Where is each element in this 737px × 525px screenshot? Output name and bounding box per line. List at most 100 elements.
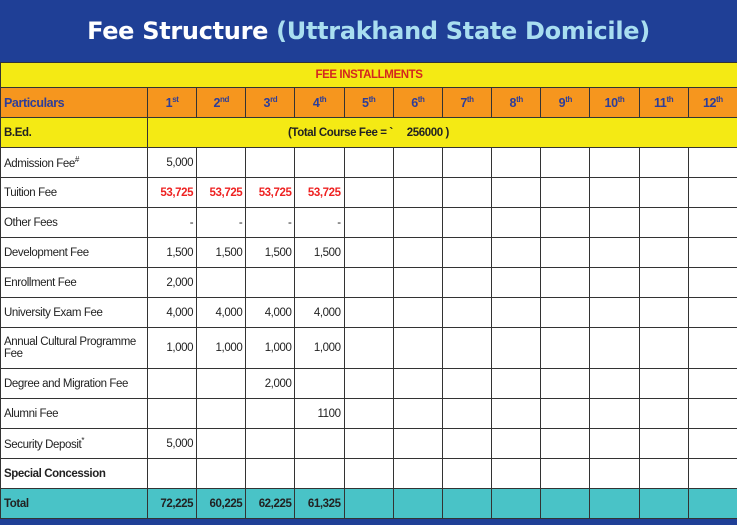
cell xyxy=(343,428,394,459)
title-subtitle: (Uttrakhand State Domicile) xyxy=(276,17,650,45)
cell xyxy=(687,267,737,298)
ordinal-suffix: st xyxy=(172,94,179,104)
cell xyxy=(441,327,493,369)
ordinal-suffix: th xyxy=(666,94,674,104)
cell: 1,000 xyxy=(294,327,345,369)
cell xyxy=(589,297,640,328)
cell xyxy=(146,458,198,489)
cell xyxy=(343,458,394,489)
table-row: Tuition Fee 53,725 53,725 53,725 53,725 xyxy=(0,177,737,208)
cell xyxy=(638,327,689,369)
cell: - xyxy=(196,207,247,238)
cell xyxy=(491,297,542,328)
table-row: Development Fee 1,500 1,500 1,500 1,500 xyxy=(0,237,737,268)
cell xyxy=(589,327,640,369)
total-cell xyxy=(540,488,591,519)
cell: 4,000 xyxy=(196,297,247,328)
cell xyxy=(343,177,394,208)
cell xyxy=(491,458,542,489)
table-row: Admission Fee# 5,000 xyxy=(0,147,737,178)
header-row: Particulars 1st 2nd 3rd 4th 5th 6th 7th 8th 9th 10… xyxy=(0,87,737,118)
cell xyxy=(343,237,394,268)
cell xyxy=(540,428,591,459)
cell: 53,725 xyxy=(294,177,345,208)
cell xyxy=(540,327,591,369)
cell xyxy=(589,177,640,208)
row-label: Alumni Fee xyxy=(0,398,148,429)
cell xyxy=(638,147,689,178)
cell xyxy=(687,297,737,328)
table-row: University Exam Fee 4,000 4,000 4,000 4,000 xyxy=(0,297,737,328)
total-cell xyxy=(687,488,737,519)
row-label: Degree and Migration Fee xyxy=(0,368,148,399)
table-row: Annual Cultural Programme Fee 1,000 1,000 1… xyxy=(0,327,737,369)
cell xyxy=(491,237,542,268)
total-row: Total 72,225 60,225 62,225 61,325 xyxy=(0,488,737,519)
total-cell: 62,225 xyxy=(245,488,296,519)
cell xyxy=(294,267,345,298)
particulars-header: Particulars xyxy=(0,87,148,118)
cell xyxy=(638,267,689,298)
cell xyxy=(343,267,394,298)
cell: 5,000 xyxy=(146,428,198,459)
cell xyxy=(589,428,640,459)
cell xyxy=(392,237,443,268)
cell xyxy=(638,207,689,238)
installment-header-12: 12th xyxy=(687,87,737,118)
cell xyxy=(196,398,247,429)
ordinal-suffix: th xyxy=(319,94,327,104)
total-cell xyxy=(441,488,493,519)
cell xyxy=(392,177,443,208)
total-cell xyxy=(638,488,689,519)
cell: 53,725 xyxy=(146,177,198,208)
cell xyxy=(343,207,394,238)
installment-header-11: 11th xyxy=(638,87,689,118)
cell xyxy=(294,147,345,178)
cell xyxy=(687,237,737,268)
cell xyxy=(196,458,247,489)
cell xyxy=(245,398,296,429)
total-label: Total xyxy=(0,488,148,519)
cell xyxy=(392,398,443,429)
cell xyxy=(589,458,640,489)
cell: 53,725 xyxy=(196,177,247,208)
cell xyxy=(441,267,493,298)
cell xyxy=(392,327,443,369)
cell xyxy=(441,207,493,238)
cell xyxy=(540,368,591,399)
cell xyxy=(638,368,689,399)
row-label: Admission Fee# xyxy=(0,147,148,178)
cell xyxy=(589,398,640,429)
total-cell xyxy=(343,488,394,519)
ordinal-suffix: th xyxy=(466,94,474,104)
total-cell xyxy=(589,488,640,519)
cell xyxy=(245,147,296,178)
cell xyxy=(441,368,493,399)
cell xyxy=(491,327,542,369)
table-row: Other Fees - - - - xyxy=(0,207,737,238)
cell xyxy=(589,147,640,178)
cell xyxy=(491,147,542,178)
cell xyxy=(392,207,443,238)
cell: 1,000 xyxy=(196,327,247,369)
cell xyxy=(638,177,689,208)
cell xyxy=(491,177,542,208)
installment-header-1: 1st xyxy=(146,87,198,118)
installment-header-9: 9th xyxy=(540,87,591,118)
installment-header-5: 5th xyxy=(343,87,394,118)
installment-header-10: 10th xyxy=(589,87,640,118)
ordinal-suffix: nd xyxy=(220,94,229,104)
cell xyxy=(638,398,689,429)
table-row: Special Concession xyxy=(0,458,737,489)
cell: 2,000 xyxy=(146,267,198,298)
total-cell: 60,225 xyxy=(196,488,247,519)
cell: - xyxy=(146,207,198,238)
cell xyxy=(392,368,443,399)
cell xyxy=(392,297,443,328)
cell xyxy=(491,207,542,238)
cell xyxy=(540,267,591,298)
cell xyxy=(687,368,737,399)
total-course-fee: (Total Course Fee = ` 256000 ) xyxy=(146,117,737,148)
title-main: Fee Structure xyxy=(87,17,269,45)
cell xyxy=(540,177,591,208)
